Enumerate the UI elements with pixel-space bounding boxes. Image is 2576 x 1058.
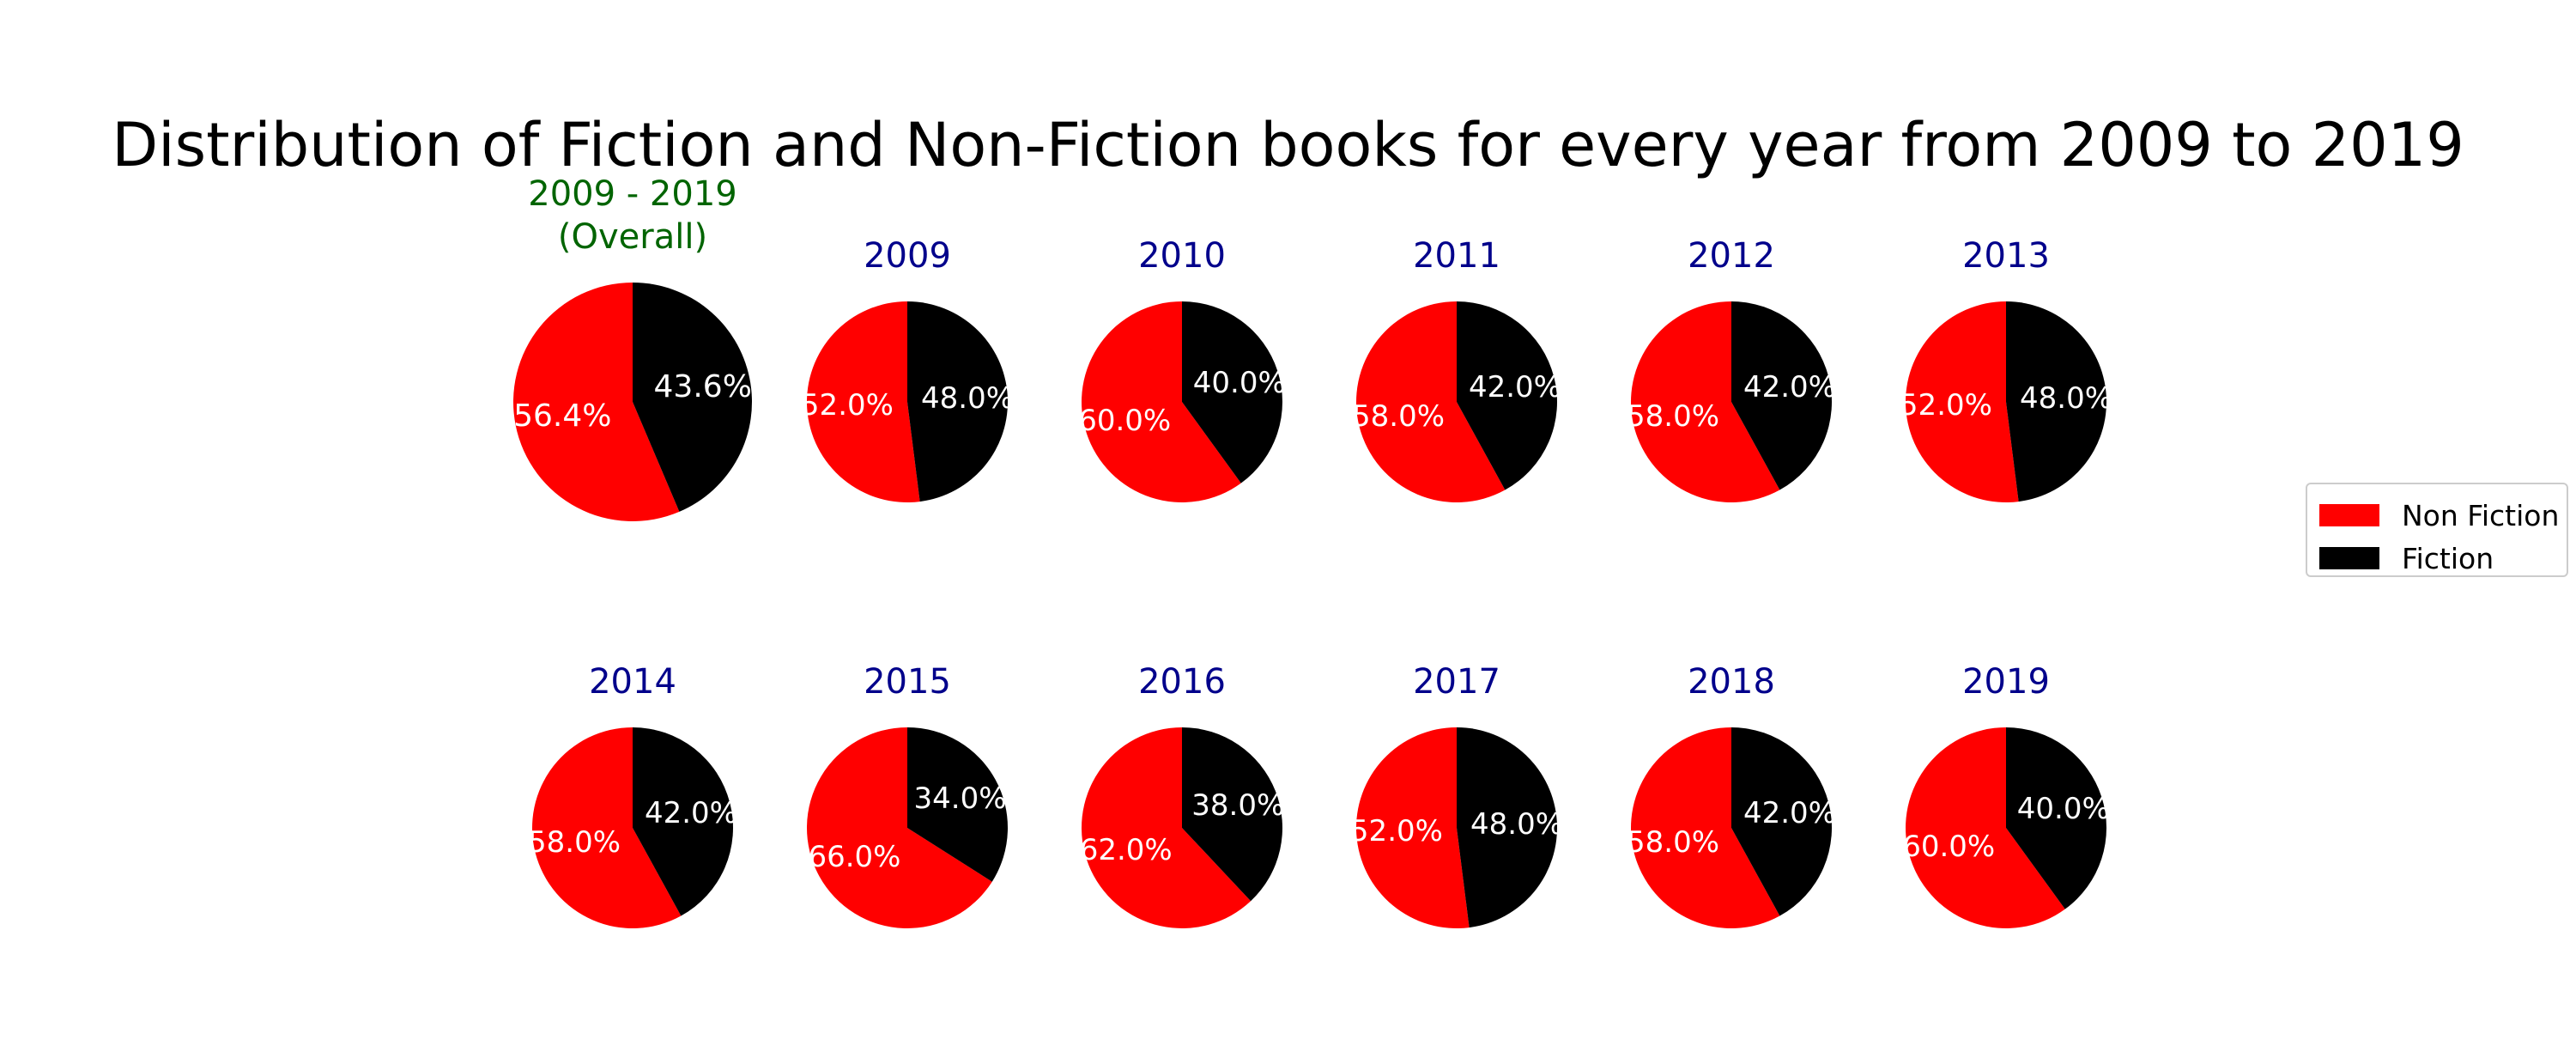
pie-label-2013-non-fiction: 52.0%: [1899, 388, 1992, 423]
pie-label-2009-non-fiction: 52.0%: [800, 388, 894, 423]
pie-title-2011: 2011: [1413, 236, 1500, 276]
pie-title-2013: 2013: [1962, 236, 2050, 276]
pie-slice-2014-fiction: [633, 727, 733, 916]
pie-slice-2017-non-fiction: [1356, 727, 1470, 928]
pie-slice-2017-fiction: [1457, 727, 1557, 928]
pie-slice-2019-non-fiction: [1906, 727, 2065, 928]
pie-slice-2011-non-fiction: [1356, 301, 1506, 503]
pie-slice-2010-non-fiction: [1082, 301, 1241, 502]
pie-2010: [1082, 301, 1282, 502]
pie-label-2015-fiction: 34.0%: [913, 781, 1007, 817]
pie-title-2012: 2012: [1688, 236, 1775, 276]
pie-2011: [1356, 301, 1558, 503]
pie-slice-2015-fiction: [907, 727, 1008, 882]
pie-slice-overall-fiction: [633, 283, 753, 512]
legend-item-fiction: Fiction: [2319, 541, 2494, 575]
pie-title-2019: 2019: [1962, 662, 2050, 702]
pie-label-2017-non-fiction: 52.0%: [1349, 814, 1443, 849]
pie-slice-2010-fiction: [1182, 301, 1282, 483]
pie-title-2009: 2009: [864, 236, 951, 276]
pie-label-2014-fiction: 42.0%: [644, 795, 737, 830]
pie-title-2017: 2017: [1413, 662, 1500, 702]
pie-2013: [1905, 301, 2106, 503]
pie-label-2019-non-fiction: 60.0%: [1902, 829, 1996, 864]
pie-label-2015-non-fiction: 66.0%: [808, 839, 901, 874]
pie-label-2014-non-fiction: 58.0%: [527, 825, 621, 860]
pie-label-2019-fiction: 40.0%: [2016, 792, 2110, 827]
legend-swatch-non-fiction: [2319, 504, 2379, 526]
pie-slice-2015-non-fiction: [807, 727, 992, 928]
pie-2016: [1082, 727, 1283, 928]
legend-item-non-fiction: Non Fiction: [2319, 498, 2559, 532]
pie-title-2018: 2018: [1688, 662, 1775, 702]
pie-label-overall-fiction: 43.6%: [653, 369, 752, 405]
pie-title-overall: 2009 - 2019 (Overall): [528, 174, 737, 257]
pie-title-2010: 2010: [1138, 236, 1226, 276]
pie-2018: [1631, 727, 1832, 928]
pie-slice-2009-non-fiction: [806, 301, 920, 503]
pie-slice-2009-fiction: [907, 301, 1008, 502]
pie-overall: [513, 283, 753, 521]
pie-label-2010-fiction: 40.0%: [1192, 366, 1286, 401]
pie-label-2017-fiction: 48.0%: [1470, 806, 1564, 842]
pie-label-overall-non-fiction: 56.4%: [513, 398, 612, 434]
legend: Non Fiction Fiction: [2306, 483, 2568, 577]
pie-slice-overall-non-fiction: [513, 283, 680, 521]
pie-label-2010-non-fiction: 60.0%: [1078, 403, 1172, 438]
legend-label-non-fiction: Non Fiction: [2402, 498, 2560, 532]
legend-swatch-fiction: [2319, 547, 2379, 569]
pie-title-2015: 2015: [864, 662, 951, 702]
pie-slice-2012-fiction: [1731, 301, 1832, 490]
pie-slice-2013-fiction: [2006, 301, 2106, 502]
pie-title-2016: 2016: [1138, 662, 1226, 702]
pie-label-2009-fiction: 48.0%: [921, 380, 1015, 416]
pie-2017: [1356, 727, 1557, 928]
pie-slice-2019-fiction: [2006, 727, 2107, 909]
pie-label-2016-non-fiction: 62.0%: [1079, 832, 1173, 867]
pie-slice-2013-non-fiction: [1905, 301, 2019, 503]
legend-label-fiction: Fiction: [2402, 541, 2494, 575]
pie-2012: [1631, 301, 1832, 502]
pie-slice-2012-non-fiction: [1631, 301, 1780, 502]
pie-slice-2016-non-fiction: [1082, 727, 1252, 928]
pie-label-2016-fiction: 38.0%: [1191, 788, 1285, 824]
pie-label-2011-non-fiction: 58.0%: [1351, 399, 1446, 435]
pie-slice-2011-fiction: [1457, 301, 1558, 490]
pie-slice-2016-fiction: [1182, 727, 1283, 902]
pie-label-2018-fiction: 42.0%: [1743, 795, 1836, 830]
pie-slice-2014-non-fiction: [531, 727, 682, 928]
pie-label-2018-non-fiction: 58.0%: [1626, 825, 1720, 860]
pie-slice-2018-non-fiction: [1631, 727, 1780, 928]
pie-slice-2018-fiction: [1731, 727, 1832, 916]
pie-label-2012-fiction: 42.0%: [1743, 369, 1836, 404]
pie-2019: [1906, 727, 2107, 928]
pie-label-2012-non-fiction: 58.0%: [1626, 399, 1720, 435]
pie-title-2014: 2014: [589, 662, 676, 702]
pie-label-2011-fiction: 42.0%: [1468, 369, 1561, 404]
pie-2014: [531, 727, 733, 928]
pie-2015: [807, 727, 1008, 928]
pie-label-2013-fiction: 48.0%: [2020, 380, 2113, 416]
chart-title: Distribution of Fiction and Non-Fiction …: [112, 110, 2464, 180]
pie-2009: [806, 301, 1008, 503]
